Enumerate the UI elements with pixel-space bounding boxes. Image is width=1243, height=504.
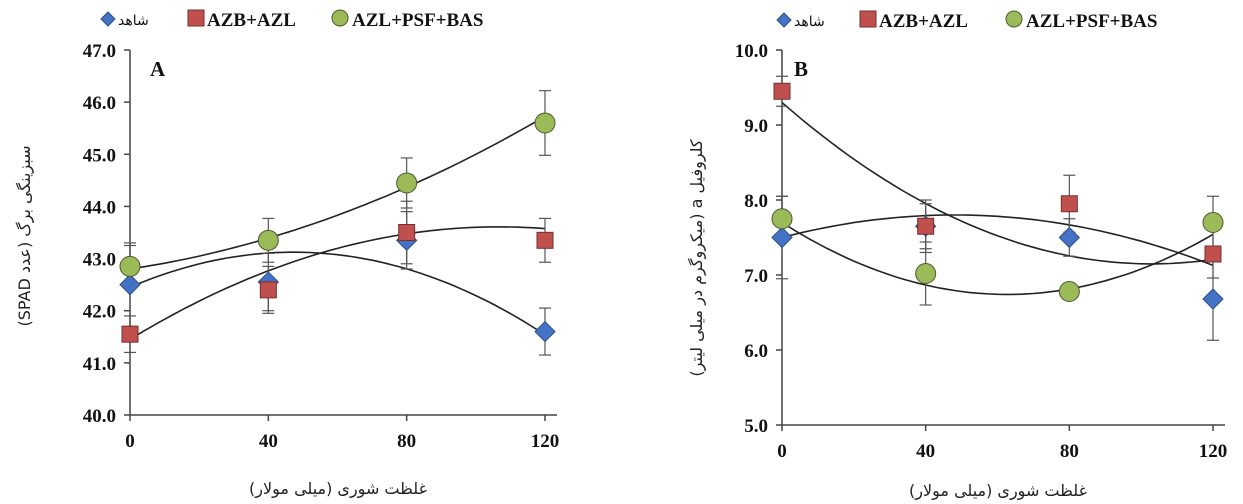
panel-a-y-tick-label: 43.0 bbox=[83, 250, 116, 271]
panel-a-trend-line-2 bbox=[129, 226, 546, 341]
panel-a-point-control bbox=[119, 273, 141, 296]
panel-a-y-tick-label: 47.0 bbox=[83, 41, 116, 62]
panel-a-y-tick-label: 44.0 bbox=[83, 197, 116, 218]
panel-b-point-azl-psf-bas bbox=[915, 263, 937, 284]
panel-b-point-azl-psf-bas bbox=[1202, 212, 1224, 233]
panel-b-y-tick-label: 5.0 bbox=[744, 416, 768, 437]
panel-b-point-control bbox=[771, 226, 793, 249]
panel-b-y-tick-label: 8.0 bbox=[744, 191, 768, 212]
legend-a-azl-psf-bas-label: AZL+PSF+BAS bbox=[352, 10, 483, 31]
panel-b-point-azb-azl bbox=[1060, 195, 1078, 213]
panel-a-point-azb-azl bbox=[398, 224, 416, 241]
panel-a-trend-line-3 bbox=[129, 115, 546, 270]
panel-b: شاهد AZB+AZL AZL+PSF+BAS B 5.0 6.0 7.0 8.0 9… bbox=[687, 10, 1228, 501]
panel-a-y-tick-label: 46.0 bbox=[83, 93, 116, 114]
panel-a-point-azl-psf-bas bbox=[119, 255, 141, 277]
panel-a-plot-area: 40.0 41.0 42.0 43.0 44.0 45.0 46.0 47.0 0 40 80 120 bbox=[83, 41, 560, 452]
panel-b-point-control bbox=[1058, 226, 1081, 249]
panel-b-y-tick-label: 7.0 bbox=[744, 266, 768, 287]
panel-a-x-tick-label: 0 bbox=[125, 431, 135, 452]
panel-b-y-tick-label: 9.0 bbox=[744, 116, 768, 137]
legend-a-azb-azl-label: AZB+AZL bbox=[207, 10, 296, 31]
panel-b-y-tick-label: 10.0 bbox=[735, 41, 768, 62]
panel-a-point-azl-psf-bas bbox=[396, 172, 418, 194]
panel-b-point-control bbox=[1202, 288, 1224, 310]
panel-a-point-azb-azl bbox=[536, 231, 554, 249]
panel-a-x-axis-title: غلظت شوری (میلی مولار) bbox=[249, 479, 427, 499]
panel-a-y-tick-label: 42.0 bbox=[83, 302, 116, 323]
legend-a-square-marker bbox=[187, 9, 205, 27]
panel-b-trend-line-3 bbox=[781, 221, 1214, 296]
legend-b-circle-marker bbox=[1005, 10, 1023, 28]
panel-b-trend-line-1 bbox=[781, 214, 1214, 267]
legend-b-square-marker bbox=[859, 10, 877, 28]
panel-a-x-tick-label: 40 bbox=[259, 431, 278, 452]
panel-a-point-azl-psf-bas bbox=[534, 112, 556, 134]
panel-b-x-axis-title: غلظت شوری (میلی مولار) bbox=[909, 481, 1087, 501]
panel-a-point-azl-psf-bas bbox=[257, 229, 279, 251]
legend-b-azb-azl-label: AZB+AZL bbox=[879, 11, 968, 32]
panel-a-point-azb-azl bbox=[259, 281, 277, 299]
panel-a-y-tick-label: 40.0 bbox=[83, 406, 116, 427]
panel-b-point-azb-azl bbox=[917, 217, 935, 235]
panel-b-x-tick-label: 0 bbox=[777, 441, 787, 462]
panel-b-point-azl-psf-bas bbox=[771, 208, 793, 230]
panel-a: شاهد AZB+AZL AZL+PSF+BAS A 40.041.042.04… bbox=[15, 9, 560, 499]
panel-b-y-axis-title: کلروفیل a (میکروگرم در میلی لیتر) bbox=[687, 139, 707, 377]
legend-a-control-label: شاهد bbox=[118, 13, 149, 29]
panel-a-y-tick-label: 41.0 bbox=[83, 354, 116, 375]
legend-b-azl-psf-bas-label: AZL+PSF+BAS bbox=[1026, 11, 1157, 32]
panel-b-plot-area: 5.0 6.0 7.0 8.0 9.0 10.0 0 40 80 120 bbox=[735, 41, 1228, 462]
legend-b: شاهد AZB+AZL AZL+PSF+BAS bbox=[776, 10, 1157, 32]
panel-a-trend-line-1 bbox=[129, 251, 546, 336]
legend-a-diamond-marker bbox=[100, 11, 116, 27]
panel-b-label: B bbox=[794, 57, 808, 81]
panel-a-y-tick-label: 45.0 bbox=[83, 145, 116, 166]
panel-b-x-tick-label: 120 bbox=[1199, 441, 1228, 462]
legend-b-control-label: شاهد bbox=[794, 14, 825, 30]
panel-b-point-azb-azl bbox=[773, 82, 791, 100]
panel-b-point-azl-psf-bas bbox=[1058, 281, 1080, 302]
legend-a-circle-marker bbox=[331, 9, 349, 27]
panel-b-x-tick-label: 80 bbox=[1060, 441, 1079, 462]
panel-a-point-control bbox=[534, 320, 556, 343]
panel-a-x-tick-label: 120 bbox=[531, 431, 560, 452]
legend-b-diamond-marker bbox=[776, 12, 792, 28]
panel-b-point-azb-azl bbox=[1204, 245, 1222, 263]
panel-b-y-tick-label: 6.0 bbox=[744, 341, 768, 362]
panel-a-y-axis-title: سبزینگی برگ (عدد SPAD) bbox=[15, 146, 35, 327]
panel-a-label: A bbox=[150, 57, 166, 81]
panel-a-x-tick-label: 80 bbox=[397, 431, 416, 452]
panel-a-point-azb-azl bbox=[121, 325, 139, 343]
panel-b-x-tick-label: 40 bbox=[916, 441, 935, 462]
legend-a: شاهد AZB+AZL AZL+PSF+BAS bbox=[100, 9, 483, 31]
panel-b-trend-line-2 bbox=[781, 101, 1214, 265]
